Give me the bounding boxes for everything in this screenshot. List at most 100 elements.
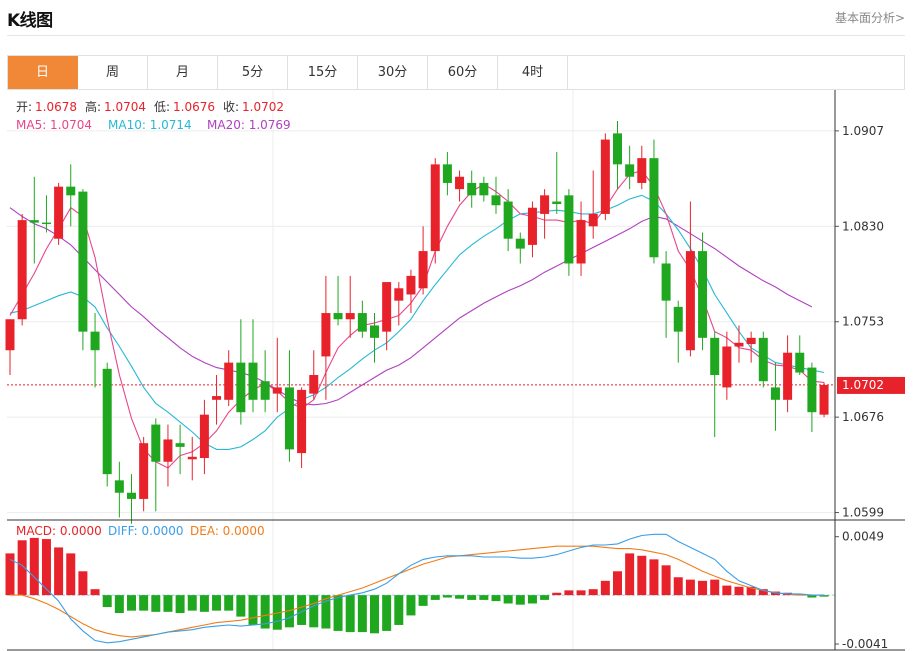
dea-line xyxy=(10,545,825,638)
macd-y-tick-label: -0.0041 xyxy=(842,637,888,651)
macd-bar-negative xyxy=(236,595,246,617)
tab-15min[interactable]: 15分 xyxy=(288,56,358,89)
candle-up xyxy=(685,251,695,351)
candle-down xyxy=(284,387,294,450)
chart-frame xyxy=(7,90,905,651)
macd-legend-item: DIFF: 0.0000 xyxy=(108,524,184,538)
candle-down xyxy=(248,362,258,400)
tab-60min[interactable]: 60分 xyxy=(428,56,498,89)
candle-down xyxy=(515,238,525,249)
macd-bar-positive xyxy=(770,591,780,596)
candle-down xyxy=(260,381,270,400)
macd-bar-positive xyxy=(552,592,562,596)
tab-4hour[interactable]: 4时 xyxy=(498,56,568,89)
candle-up xyxy=(734,342,744,347)
candle-down xyxy=(698,251,708,338)
candle-down xyxy=(795,352,805,373)
candle-up xyxy=(455,176,465,190)
macd-bar-negative xyxy=(272,595,282,630)
candle-up xyxy=(345,313,355,320)
tab-30min[interactable]: 30分 xyxy=(358,56,428,89)
macd-bar-positive xyxy=(613,571,622,596)
macd-bar-positive xyxy=(66,553,76,596)
candle-up xyxy=(576,220,586,264)
period-tabs: 日 周 月 5分 15分 30分 60分 4时 xyxy=(7,55,905,90)
candle-down xyxy=(151,424,161,462)
candle-up xyxy=(297,389,307,454)
macd-bar-positive xyxy=(90,589,100,596)
macd-bar-positive xyxy=(722,585,732,596)
candle-up xyxy=(309,375,319,394)
candle-up xyxy=(199,414,209,459)
tab-5min[interactable]: 5分 xyxy=(218,56,288,89)
ma-legend-item: MA5: 1.0704 xyxy=(16,118,92,132)
candle-up xyxy=(139,443,149,499)
candle-down xyxy=(613,133,622,165)
ohlc-label: 低: xyxy=(154,100,170,114)
macd-bar-negative xyxy=(127,595,136,611)
macd-bar-positive xyxy=(29,537,39,596)
candle-up xyxy=(637,158,647,183)
candle-down xyxy=(236,362,246,413)
macd-y-tick-label: 0.0049 xyxy=(842,530,884,544)
macd-bar-positive xyxy=(758,589,768,596)
ohlc-value: 1.0676 xyxy=(173,100,215,114)
macd-bar-negative xyxy=(406,595,416,616)
candle-up xyxy=(321,313,331,357)
candle-up xyxy=(588,213,598,227)
tab-week[interactable]: 周 xyxy=(78,56,148,89)
candle-down xyxy=(90,331,100,351)
macd-legend-item: DEA: 0.0000 xyxy=(190,524,265,538)
candle-down xyxy=(467,182,477,196)
macd-bar-negative xyxy=(357,595,367,633)
candle-down xyxy=(807,367,817,413)
macd-bar-negative xyxy=(175,595,185,614)
candle-up xyxy=(54,186,64,239)
macd-bar-negative xyxy=(248,595,258,625)
current-price-label: 1.0702 xyxy=(842,378,884,392)
candle-down xyxy=(333,313,343,320)
candle-up xyxy=(17,220,27,320)
macd-bar-positive xyxy=(698,580,708,596)
macd-bar-negative xyxy=(102,595,112,608)
macd-bar-positive xyxy=(576,590,586,596)
candle-up xyxy=(272,387,282,394)
fundamental-analysis-link[interactable]: 基本面分析> xyxy=(834,11,905,25)
candle-down xyxy=(175,443,185,447)
candle-up xyxy=(406,275,416,295)
current-price-tag xyxy=(837,376,905,394)
macd-bar-positive xyxy=(78,571,88,596)
y-tick-label: 1.0907 xyxy=(842,124,884,138)
candle-down xyxy=(503,201,513,239)
macd-bar-positive xyxy=(637,555,647,596)
macd-bar-negative xyxy=(807,595,817,598)
candle-down xyxy=(370,325,379,338)
macd-bar-negative xyxy=(284,595,294,628)
candle-up xyxy=(418,251,428,289)
macd-bar-negative xyxy=(540,595,550,600)
macd-bar-positive xyxy=(600,580,610,596)
y-tick-label: 1.0676 xyxy=(842,410,884,424)
page-title: K线图 xyxy=(7,11,53,31)
macd-bar-negative xyxy=(467,595,477,600)
macd-bar-negative xyxy=(442,595,452,598)
candle-down xyxy=(770,387,780,400)
tab-day[interactable]: 日 xyxy=(8,56,78,89)
candle-down xyxy=(491,195,501,206)
macd-bar-negative xyxy=(382,595,392,631)
macd-bar-negative xyxy=(503,595,513,604)
candle-up xyxy=(5,319,15,351)
ma10-line xyxy=(9,194,825,450)
tab-month[interactable]: 月 xyxy=(148,56,218,89)
macd-bar-negative xyxy=(479,595,489,600)
macd-bar-negative xyxy=(212,595,222,611)
macd-bar-positive xyxy=(41,539,51,596)
macd-bar-negative xyxy=(114,595,124,614)
candle-down xyxy=(127,492,136,499)
macd-bar-positive xyxy=(625,553,635,596)
macd-bar-negative xyxy=(418,595,428,606)
candle-up xyxy=(382,282,392,332)
macd-bar-positive xyxy=(710,579,720,596)
candle-down xyxy=(661,263,671,301)
